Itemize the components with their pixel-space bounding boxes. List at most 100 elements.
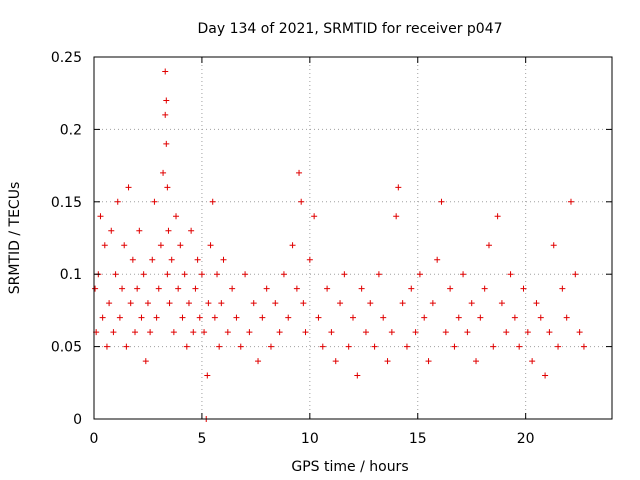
data-point [175, 285, 182, 292]
data-point [421, 314, 428, 321]
data-point [533, 300, 540, 307]
y-axis-label: SRMTID / TECUs [7, 182, 23, 295]
data-point [233, 314, 240, 321]
data-point [311, 213, 318, 220]
data-point [498, 300, 505, 307]
x-tick-label: 10 [301, 431, 319, 447]
data-point [285, 314, 292, 321]
data-point [559, 285, 566, 292]
x-axis-label: GPS time / hours [291, 459, 408, 475]
data-point [142, 358, 149, 365]
data-point [567, 198, 574, 205]
x-tick-label: 20 [517, 431, 535, 447]
data-point [267, 343, 274, 350]
data-point [136, 227, 143, 234]
data-point [447, 285, 454, 292]
data-point [477, 314, 484, 321]
data-point [132, 329, 139, 336]
y-tick-label: 0.2 [60, 122, 82, 138]
data-point [388, 329, 395, 336]
data-point [302, 329, 309, 336]
data-point [354, 372, 361, 379]
data-point [455, 314, 462, 321]
data-point [429, 300, 436, 307]
data-point [144, 300, 151, 307]
data-point [494, 213, 501, 220]
y-tick-label: 0.25 [51, 50, 82, 66]
data-point [168, 256, 175, 263]
data-point [416, 271, 423, 278]
data-point [403, 343, 410, 350]
x-tick-label: 0 [90, 431, 99, 447]
data-point [490, 343, 497, 350]
data-point [106, 300, 113, 307]
data-point [103, 343, 110, 350]
data-point [337, 300, 344, 307]
data-point [393, 213, 400, 220]
data-point [170, 329, 177, 336]
data-point [546, 329, 553, 336]
data-point [129, 256, 136, 263]
data-point [246, 329, 253, 336]
x-tick-label: 5 [197, 431, 206, 447]
data-point [99, 314, 106, 321]
data-point [468, 300, 475, 307]
data-point [224, 329, 231, 336]
data-point [464, 329, 471, 336]
data-point [205, 300, 212, 307]
data-point [201, 329, 208, 336]
data-point [198, 271, 205, 278]
data-point [147, 329, 154, 336]
data-point [276, 329, 283, 336]
data-point [196, 314, 203, 321]
data-point [319, 343, 326, 350]
data-point [183, 343, 190, 350]
y-tick-label: 0.05 [51, 340, 82, 356]
data-point [153, 314, 160, 321]
axis-ticks [93, 56, 612, 420]
data-point [576, 329, 583, 336]
data-point [237, 343, 244, 350]
data-point [572, 271, 579, 278]
data-point [160, 169, 167, 176]
data-point [451, 343, 458, 350]
data-point [395, 184, 402, 191]
data-point [101, 242, 108, 249]
x-tick-label: 15 [409, 431, 427, 447]
data-point [92, 285, 99, 292]
data-point [280, 271, 287, 278]
data-point [190, 329, 197, 336]
data-point [293, 285, 300, 292]
data-point [434, 256, 441, 263]
data-point [162, 111, 169, 118]
data-point [516, 343, 523, 350]
data-point [324, 285, 331, 292]
data-point [481, 285, 488, 292]
data-point [173, 213, 180, 220]
data-point [214, 271, 221, 278]
axis-tick-labels: 0 0.05 0.1 0.15 0.2 0.25 0 5 10 15 20 [51, 50, 535, 447]
data-point [375, 271, 382, 278]
data-point [177, 242, 184, 249]
data-point [166, 300, 173, 307]
data-point [165, 227, 172, 234]
grid-lines [94, 57, 612, 419]
data-point [207, 242, 214, 249]
data-point [119, 285, 126, 292]
data-point [163, 140, 170, 147]
data-point [121, 242, 128, 249]
data-point [580, 343, 587, 350]
data-point [220, 256, 227, 263]
y-tick-label: 0 [73, 412, 82, 428]
chart-title: Day 134 of 2021, SRMTID for receiver p04… [197, 21, 502, 37]
data-point [298, 198, 305, 205]
data-point [151, 198, 158, 205]
data-point [162, 68, 169, 75]
data-point [157, 242, 164, 249]
data-point [229, 285, 236, 292]
data-point [371, 343, 378, 350]
data-point [181, 271, 188, 278]
data-point [328, 329, 335, 336]
